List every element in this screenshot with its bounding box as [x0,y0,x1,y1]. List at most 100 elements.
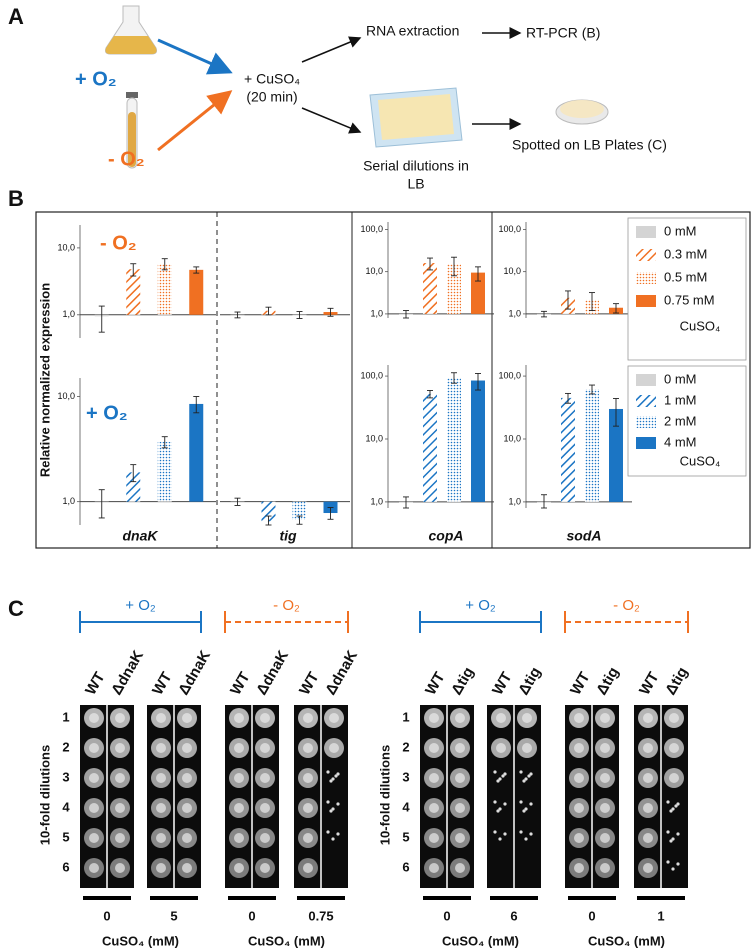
colony-core [234,863,244,873]
strain-label: Δtig [448,664,477,698]
legend-swatch [636,272,656,284]
colony-core [643,773,653,783]
colony-core [115,833,125,843]
arrow [157,38,233,75]
error-bar [265,306,272,316]
colony-core [574,713,584,723]
legend-label: 0 mM [664,223,697,238]
error-bar [451,256,457,277]
row-number: 6 [402,859,409,874]
row-number: 6 [62,859,69,874]
error-bar [327,507,334,520]
colony-dot [331,777,335,781]
bar [447,377,461,502]
plate-icon [369,87,463,148]
colony-core [455,833,465,843]
strain-label: WT [489,669,515,698]
colony-core [182,743,192,753]
colony-core [303,833,313,843]
y-tick-label: 10,0 [57,391,75,401]
step-text: RT-PCR (B) [526,25,600,41]
colony-core [156,833,166,843]
colony-dot [493,770,497,774]
colony-core [89,713,99,723]
underline-bar [490,896,538,900]
concentration: 0 [103,908,110,923]
colony-core [303,743,313,753]
concentration: 1 [657,908,664,923]
colony-core [234,803,244,813]
colony-core [89,803,99,813]
colony-dot [527,774,531,778]
colony-dot [336,772,340,776]
unit-label: CuSO₄ (mM) [588,933,665,948]
legend-swatch [636,249,656,261]
colony-dot [326,770,330,774]
colony-core [455,863,465,873]
row-label: - O₂ [100,232,137,254]
colony-core [260,833,270,843]
error-bar [589,384,595,395]
legend-label: 4 mM [664,434,697,449]
strain-label: ΔdnaK [253,648,292,698]
underline-bar [637,896,685,900]
underline-bar [150,896,198,900]
colony-core [429,803,439,813]
bar [609,408,623,502]
colony-dot [669,809,673,813]
legend-swatch [636,437,656,449]
bar [471,380,485,502]
row-number: 3 [62,769,69,784]
bar [126,269,141,315]
row-number: 4 [62,799,70,814]
colony-dot [519,830,523,834]
colony-core [115,803,125,813]
unit-label: CuSO₄ (mM) [442,933,519,948]
error-bar [161,436,168,449]
step-text: Serial dilutions in [363,158,469,174]
colony-dot [671,837,675,841]
colony-core [643,713,653,723]
y-tick-label: 1,0 [508,308,521,318]
colony-core [89,773,99,783]
underline-bar [423,896,471,900]
concentration: 5 [170,908,177,923]
row-number: 4 [402,799,410,814]
y-axis-label: Relative normalized expression [37,283,52,477]
colony-dot [503,802,507,806]
error-bar [234,497,241,506]
row-label: + O₂ [86,402,128,424]
error-bar [589,292,595,312]
error-bar [296,515,303,525]
legend-box [627,217,747,361]
y-tick-label: 10,0 [365,266,383,276]
bar [292,501,307,520]
colony-core [89,743,99,753]
error-bar [327,307,334,317]
colony-core [455,773,465,783]
step-text: RNA extraction [366,23,459,39]
colony-core [156,713,166,723]
concentration: 0.75 [308,908,333,923]
colony-dot [498,777,502,781]
error-bar [161,258,168,271]
colony-core [156,773,166,783]
colony-core [182,833,192,843]
legend-label: 0.3 mM [664,246,707,261]
gene-label: tig [279,528,297,544]
strain-label: WT [636,669,662,698]
y-tick-label: 1,0 [62,309,75,319]
row-number: 1 [62,709,69,724]
bar [423,263,437,314]
error-bar [475,373,481,391]
colony-dot [529,802,533,806]
arrow [157,90,233,152]
y-tick-label: 100,0 [498,224,521,234]
colony-core [234,773,244,783]
colony-core [115,863,125,873]
bar [261,501,276,522]
colony-core [600,863,610,873]
colony-core [429,863,439,873]
y-axis-label: 10-fold dilutions [37,745,52,845]
